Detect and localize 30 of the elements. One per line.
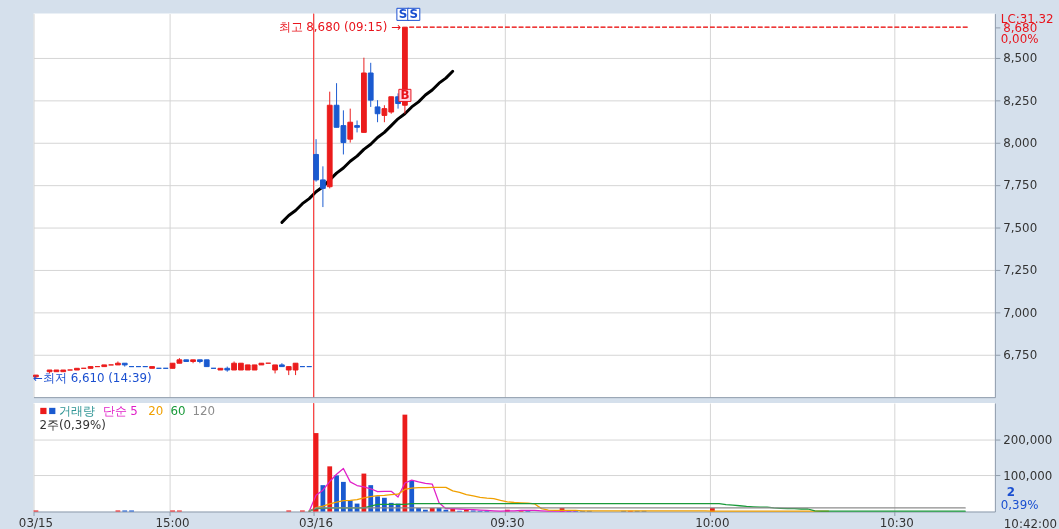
annotation: 2주(0,39%)	[39, 417, 106, 432]
y-tick-label: 8,250	[1003, 93, 1038, 108]
text: 2	[1006, 484, 1015, 499]
annotation: B	[400, 88, 410, 103]
x-tick-label: 10:30	[879, 515, 914, 529]
y-tick-label: 7,750	[1003, 178, 1038, 193]
text: 10:42:00	[1003, 517, 1057, 529]
legend-label: 거래량	[59, 403, 96, 418]
y-tick-label: 7,500	[1003, 220, 1038, 235]
annotation: S	[398, 7, 408, 22]
text: 단순 5	[102, 403, 138, 418]
annotation: S	[409, 7, 419, 22]
x-tick-label: 03/16	[299, 515, 334, 529]
x-tick-label: 03/15	[18, 515, 53, 529]
y-tick-label: 7,000	[1003, 305, 1038, 320]
text: 0,39%	[1000, 497, 1039, 512]
x-tick-label: 15:00	[155, 515, 190, 529]
text: 60	[170, 403, 186, 418]
text: 20	[148, 403, 164, 418]
y-tick-label: 8,500	[1003, 51, 1038, 66]
y-tick-label: 7,250	[1003, 263, 1038, 278]
y-tick-label: 8,000	[1003, 136, 1038, 151]
x-tick-label: 10:00	[695, 515, 730, 529]
y-tick-label: 6,750	[1003, 348, 1038, 363]
text: 0,00%	[1000, 31, 1039, 46]
y-tick-label: 100,000	[1003, 468, 1053, 483]
y-tick-label: 200,000	[1003, 432, 1053, 447]
text: 120	[192, 403, 216, 418]
x-tick-label: 09:30	[490, 515, 525, 529]
annotation: ←최저 6,610 (14:39)	[32, 371, 152, 386]
